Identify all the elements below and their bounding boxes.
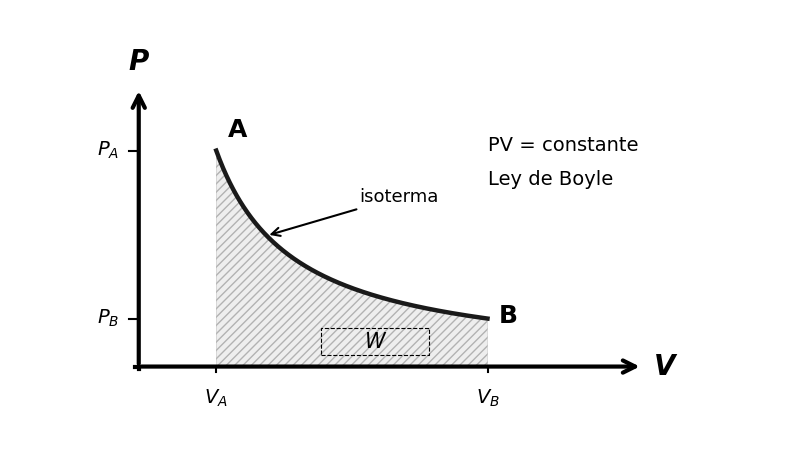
Text: PV = constante: PV = constante xyxy=(487,136,638,155)
Text: W: W xyxy=(365,332,386,352)
Text: $V_B$: $V_B$ xyxy=(475,388,499,410)
Text: isoterma: isoterma xyxy=(271,188,439,236)
Text: A: A xyxy=(228,118,247,142)
Text: Ley de Boyle: Ley de Boyle xyxy=(487,170,613,189)
Text: B: B xyxy=(499,304,518,328)
Text: $P_B$: $P_B$ xyxy=(97,308,119,329)
Text: V: V xyxy=(654,353,676,380)
Polygon shape xyxy=(216,151,487,367)
Text: $V_A$: $V_A$ xyxy=(204,388,228,410)
Text: P: P xyxy=(129,48,149,76)
Text: $P_A$: $P_A$ xyxy=(98,140,119,161)
